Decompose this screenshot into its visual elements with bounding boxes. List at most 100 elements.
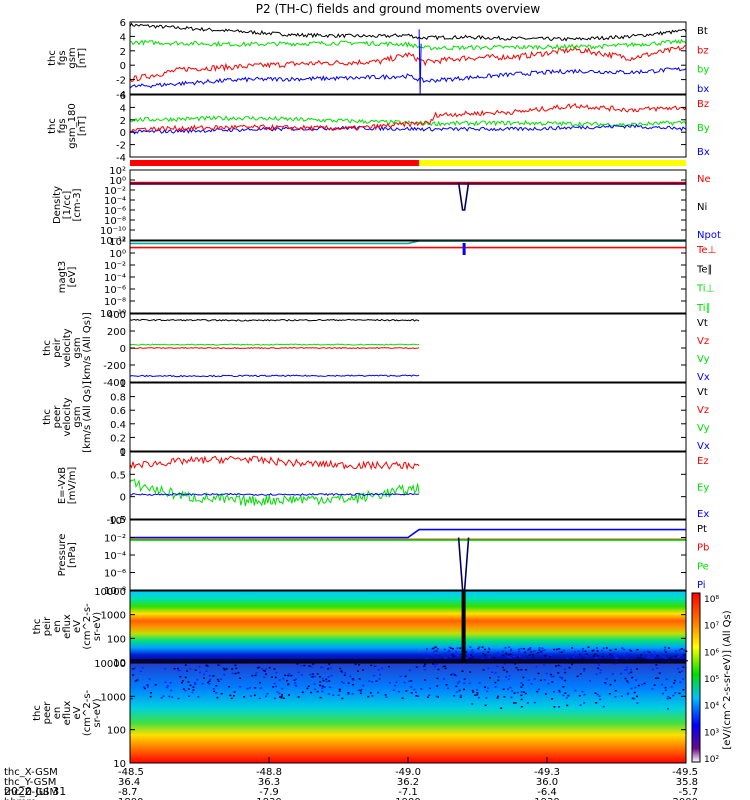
y-tick-label: 200: [107, 327, 126, 338]
spectrogram-speckle: [630, 668, 632, 671]
spectrogram-speckle: [520, 698, 523, 701]
spectrogram-speckle: [371, 695, 374, 697]
spectrogram-speckle: [538, 649, 541, 651]
y-tick-label: 0.2: [110, 433, 126, 444]
spectrogram-speckle: [191, 691, 194, 694]
y-tick-label: 4: [120, 103, 126, 114]
spectrogram-speckle: [309, 673, 312, 676]
spectrogram-speckle: [484, 704, 487, 707]
spectrogram-speckle: [506, 654, 509, 656]
panel-peir-en-eflux: 10 100 1000 10000 thc peir en eflux eV (cm^2-s-sr…: [32, 587, 688, 669]
legend-entry-Vz: Vz: [697, 405, 709, 416]
y-tick-label: 10⁻⁶: [104, 569, 126, 580]
spectrogram-speckle: [427, 696, 429, 698]
spectrogram-speckle: [301, 691, 304, 694]
spectrogram-speckle: [447, 651, 450, 653]
spectrogram-speckle: [563, 668, 566, 670]
y-axis-label-line: peer: [42, 701, 53, 725]
spectrogram-speckle: [377, 669, 380, 671]
spectrogram-speckle: [281, 693, 283, 696]
spectrogram-speckle: [294, 684, 297, 687]
y-tick-label: -0.5: [106, 515, 126, 526]
y-axis-label-line: eflux: [62, 701, 73, 726]
y-axis-label-line: sr-eV): [92, 698, 103, 727]
spectrogram-speckle: [500, 707, 503, 709]
series-Vx: [129, 374, 420, 378]
spectrogram-speckle: [597, 660, 600, 663]
spectrogram-speckle: [251, 674, 254, 677]
spectrogram-speckle: [501, 650, 504, 653]
spectrogram-speckle: [478, 646, 481, 648]
y-axis-label-line: gsm: [67, 47, 78, 68]
x-tick-label: -6.4: [537, 787, 557, 798]
y-axis-ticks: 0 0.2 0.4 0.6 0.8 1: [110, 379, 686, 458]
spectrogram-speckle: [325, 680, 328, 683]
spectrogram-speckle: [640, 654, 643, 656]
spectrogram-speckle: [455, 691, 458, 693]
panel-e-vxb: -0.5 0 0.5 1 E=-VxB [mV/m] Ez Ey Ex: [57, 448, 709, 526]
spectrogram-speckle: [643, 651, 646, 654]
spectrogram-speckle: [585, 654, 588, 657]
spectrogram-speckle: [656, 655, 659, 657]
spectrogram-speckle: [425, 658, 428, 660]
panel-frame: [129, 94, 687, 158]
spectrogram-speckle: [203, 673, 206, 676]
spectrogram-speckle: [527, 679, 530, 681]
spectrogram-speckle: [579, 673, 582, 675]
spectrogram-speckle: [488, 656, 491, 658]
spectrogram-speckle: [443, 678, 446, 680]
spectrogram-speckle: [485, 697, 488, 699]
y-tick-label: 10⁻¹²: [100, 236, 126, 247]
panel-frame: [129, 590, 687, 663]
spectrogram-speckle: [535, 666, 538, 668]
spectrogram-speckle: [463, 688, 465, 691]
spectrogram-speckle: [667, 647, 670, 649]
spectrogram-speckle: [287, 674, 290, 677]
spectrogram-speckle: [405, 690, 408, 692]
spectrogram-speckle: [225, 668, 228, 670]
spectrogram-speckle: [553, 690, 555, 693]
spectrogram-speckle: [641, 683, 644, 686]
mode-bar-segment: [419, 160, 686, 166]
spectrogram-speckle: [672, 694, 675, 697]
spectrogram-speckle: [583, 693, 586, 696]
spectrogram-speckle: [234, 664, 237, 666]
spectrogram-speckle: [562, 694, 565, 697]
spectrogram-speckle: [601, 655, 604, 658]
y-tick-label: 2: [120, 116, 126, 127]
spectrogram-speckle: [259, 687, 262, 689]
spectrogram-speckle: [502, 688, 505, 690]
spectrogram-speckle: [685, 660, 688, 662]
spectrogram-speckle: [630, 671, 633, 674]
spectrogram-speckle: [514, 663, 516, 665]
legend-entry-Ni: Ni: [697, 202, 707, 213]
legend-entry-Pt: Pt: [697, 524, 707, 535]
spectrogram-speckle: [662, 656, 665, 658]
spectrogram-speckle: [683, 654, 686, 656]
spectrogram-speckle: [231, 668, 234, 670]
spectrogram-speckle: [605, 647, 608, 649]
spectrogram-speckle: [261, 668, 264, 670]
spectrogram-speckle: [352, 683, 354, 686]
y-axis-label: thc peir en eflux eV (cm^2-s-sr-eV): [32, 603, 103, 650]
spectrogram-speckle: [415, 695, 418, 697]
spectrogram-speckle: [179, 675, 182, 678]
spectrogram-speckle: [576, 675, 579, 678]
panel-peir-velocity: -400 -200 0 200 400 thc peir velocity gsm [km/s (…: [42, 310, 710, 389]
spectrogram-speckle: [170, 689, 173, 692]
spectrogram-speckle: [352, 679, 355, 681]
legend: Vt Vz Vy Vx: [697, 318, 710, 383]
spectrogram-speckle: [520, 694, 523, 697]
spectrogram-speckle: [545, 672, 548, 675]
spectrogram-speckle: [526, 702, 529, 704]
spectrogram-speckle: [279, 696, 282, 698]
y-axis-label-line: (cm^2-s-: [82, 603, 93, 650]
spectrogram-speckle: [374, 665, 377, 667]
y-tick-label: 2: [120, 47, 126, 58]
spectrogram-speckle: [314, 688, 317, 691]
spectrogram-speckle: [615, 657, 618, 659]
spectrogram-speckle: [325, 678, 328, 681]
spectrogram-speckle: [507, 656, 510, 658]
x-tick-label: -7.9: [259, 787, 279, 798]
spectrogram-speckle: [470, 654, 472, 656]
